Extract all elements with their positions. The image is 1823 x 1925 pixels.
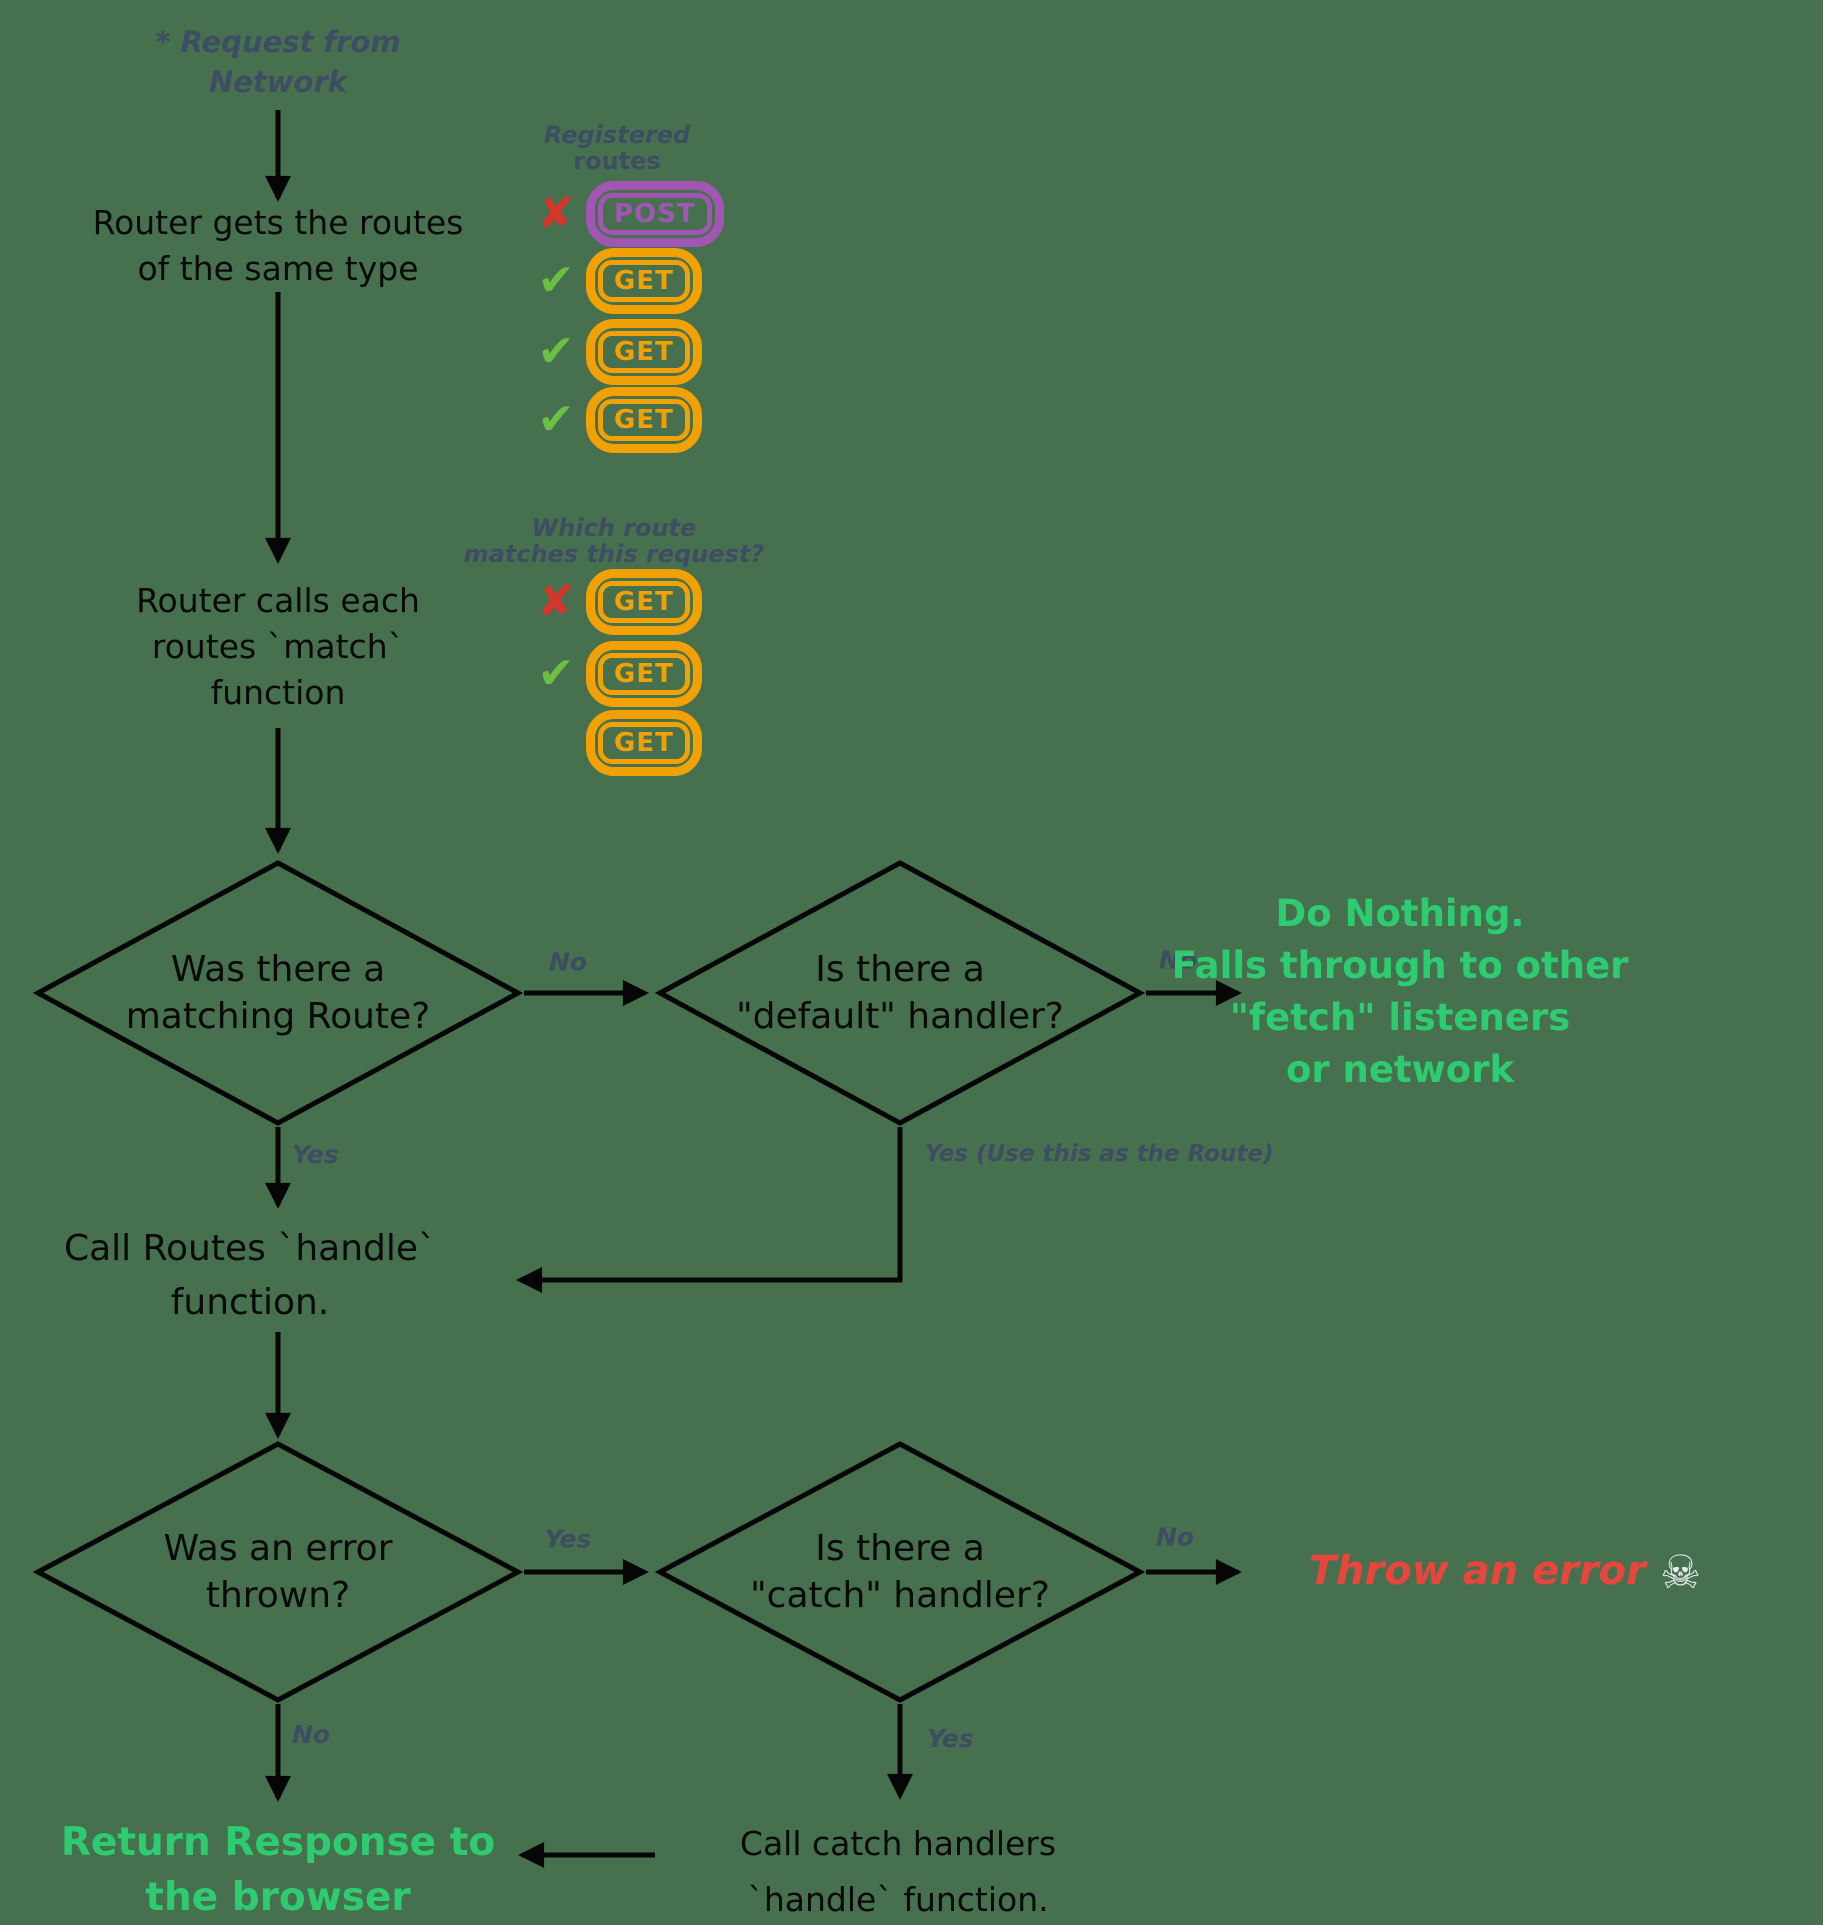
route-badge-post: POST [586,181,724,247]
check-icon: ✔ [537,394,575,445]
do-nothing-line: Falls through to other [1171,944,1629,987]
decision-line: Was an error [163,1528,393,1569]
matching-route-row: ✔ GET [532,641,702,707]
route-method-label: POST [598,193,712,235]
which-route-label-line1: Which route [531,514,697,542]
decision-line: matching Route? [125,996,431,1037]
decision-diamond-matching-route [32,860,524,1126]
arrow-default-yes-elbow [516,1127,903,1293]
edge-label-yes: Yes [292,1140,339,1169]
registered-label-line1: Registered [543,121,691,149]
do-nothing-line: "fetch" listeners [1229,996,1571,1039]
decision-catch-handler-label: Is there a "catch" handler? [750,1525,1050,1619]
edge-label-no: No [548,947,588,977]
return-response-line1: Return Response to [60,1820,496,1865]
decision-line: "default" handler? [736,996,1064,1037]
route-method-label: GET [598,722,690,764]
decision-line: "catch" handler? [750,1575,1050,1616]
route-method-label: GET [598,399,690,441]
check-icon: ✔ [537,326,575,377]
step-call-catch-handle: Call catch handlers `handle` function. [740,1816,1056,1925]
step4-line2: `handle` function. [747,1880,1049,1919]
which-route-matches-label: Which route matches this request? [464,515,765,567]
step2-line1: Router calls each [136,581,420,620]
result-return-response: Return Response to the browser [61,1815,495,1925]
decision-line: thrown? [205,1575,351,1616]
step-router-gets-routes: Router gets the routes of the same type [93,200,464,292]
matching-route-row: GET [532,710,702,776]
step2-line2: routes `match` [151,627,405,666]
decision-diamond-catch-handler [654,1441,1146,1703]
step1-line1: Router gets the routes [92,203,464,242]
registered-routes-label: Registered routes [544,122,690,174]
request-note-line1: * Request from [155,25,401,59]
decision-diamond-error-thrown [32,1441,524,1703]
edge-label-no: No [292,1720,331,1749]
route-badge-get: GET [586,319,702,385]
cross-icon: ✘ [537,188,575,239]
throw-error-text: Throw an error [1308,1548,1646,1594]
check-icon: ✔ [537,255,575,306]
registered-route-row: ✔ GET [532,319,702,385]
route-method-label: GET [598,331,690,373]
which-route-label-line2: matches this request? [463,540,765,568]
registered-label-line2: routes [573,147,661,175]
decision-default-handler-label: Is there a "default" handler? [736,946,1064,1040]
route-badge-get: GET [586,387,702,453]
request-note-line2: Network [208,65,348,99]
step3-line1: Call Routes `handle` [63,1228,437,1269]
route-method-label: GET [598,260,690,302]
step2-line3: function [210,673,346,712]
edge-label-yes: Yes [927,1724,974,1753]
decision-line: Is there a [815,1528,985,1569]
registered-route-row: ✘ POST [532,181,724,247]
matching-route-row: ✘ GET [532,569,702,635]
do-nothing-line: or network [1285,1048,1515,1091]
step-router-calls-match: Router calls each routes `match` functio… [136,578,420,716]
decision-line: Was there a [170,949,386,990]
cross-icon: ✘ [537,576,575,627]
result-throw-error: Throw an error ☠ [1309,1545,1701,1599]
decision-error-thrown-label: Was an error thrown? [163,1525,392,1619]
registered-route-row: ✔ GET [532,387,702,453]
step1-line2: of the same type [137,249,419,288]
route-method-label: GET [598,581,690,623]
edge-label-no: No [1155,1522,1195,1552]
do-nothing-line: Do Nothing. [1275,892,1525,935]
edge-label-yes: Yes [544,1524,592,1554]
result-do-nothing: Do Nothing. Falls through to other "fetc… [1172,888,1629,1096]
return-response-line2: the browser [145,1875,411,1920]
route-badge-get: GET [586,641,702,707]
step4-line1: Call catch handlers [739,1824,1057,1863]
skull-crossbones-icon: ☠ [1659,1545,1702,1599]
route-method-label: GET [598,653,690,695]
request-from-network-note: * Request from Network [155,22,400,102]
route-badge-get: GET [586,710,702,776]
edge-label-yes-use-route: Yes (Use this as the Route) [925,1141,1274,1167]
decision-line: Is there a [815,949,985,990]
decision-matching-route-label: Was there a matching Route? [126,946,431,1040]
step-call-route-handle: Call Routes `handle` function. [64,1222,436,1330]
step3-line2: function. [170,1282,330,1323]
registered-route-row: ✔ GET [532,248,702,314]
route-badge-get: GET [586,569,702,635]
route-badge-get: GET [586,248,702,314]
decision-diamond-default-handler [654,860,1146,1126]
check-icon: ✔ [537,648,575,699]
edge-label-no: No [1158,945,1198,975]
